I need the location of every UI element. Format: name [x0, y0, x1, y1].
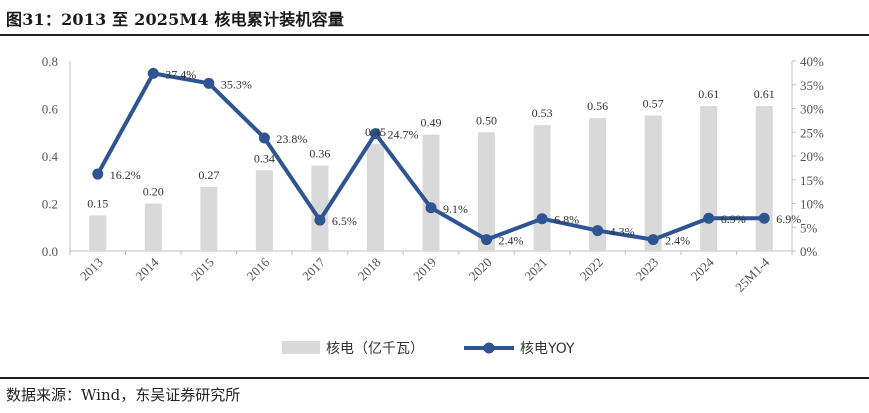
bar	[200, 186, 218, 251]
bar-data-label: 0.61	[754, 87, 775, 101]
bar-data-label: 0.36	[309, 147, 330, 161]
line-point	[481, 234, 493, 246]
line-data-label: 16.2%	[110, 168, 141, 182]
line-data-label: 6.9%	[776, 212, 801, 226]
bar-data-label: 0.53	[532, 106, 553, 120]
line-data-label: 23.8%	[276, 132, 307, 146]
line-data-label: 24.7%	[387, 128, 418, 142]
bar-data-label: 0.34	[254, 151, 275, 165]
line-data-label: 2.4%	[665, 234, 690, 248]
bar	[589, 118, 607, 251]
line-point	[203, 77, 215, 89]
x-tick-label: 2024	[688, 254, 717, 283]
bar-data-label: 0.57	[643, 97, 664, 111]
legend: 核电（亿千瓦） 核电YOY	[282, 341, 575, 357]
bar	[478, 132, 496, 251]
line-point	[592, 225, 604, 237]
line-data-label: 2.4%	[499, 234, 524, 248]
right-tick-label: 35%	[800, 78, 824, 93]
right-tick-label: 5%	[800, 220, 818, 235]
bar	[422, 134, 440, 251]
bar	[89, 215, 107, 251]
line-point	[258, 132, 270, 144]
right-tick-label: 15%	[800, 173, 824, 188]
x-tick-label: 2020	[466, 255, 495, 284]
top-rule	[0, 34, 869, 36]
legend-bar-label: 核电（亿千瓦）	[326, 341, 424, 357]
legend-line-marker	[483, 342, 495, 354]
line-series	[92, 67, 770, 246]
line-point	[369, 128, 381, 140]
bar	[366, 144, 384, 251]
right-tick-label: 30%	[800, 102, 824, 117]
source-note: 数据来源：Wind，东吴证券研究所	[6, 386, 241, 404]
x-tick-label: 2015	[188, 255, 217, 284]
bar	[644, 115, 662, 251]
bar	[144, 203, 162, 251]
data-labels: 0.15 0.20 0.27 0.34 0.36 0.45 0.49 0.50 0.53 0.56…	[87, 67, 801, 247]
line-data-label: 6.9%	[721, 212, 746, 226]
x-tick-label: 2016	[244, 254, 273, 283]
figure-title: 图31：2013 至 2025M4 核电累计装机容量	[6, 10, 345, 29]
line-point	[536, 213, 548, 225]
right-tick-label: 0%	[800, 244, 818, 259]
right-tick-label: 40%	[800, 54, 824, 69]
right-tick-label: 10%	[800, 197, 824, 212]
right-tick-label: 25%	[800, 125, 824, 140]
line-data-label: 37.4%	[165, 67, 196, 81]
line-point	[92, 168, 104, 180]
left-tick-label: 0.0	[42, 244, 58, 259]
line-data-label: 6.5%	[332, 214, 357, 228]
line-point	[425, 202, 437, 214]
bar-data-label: 0.27	[198, 168, 219, 182]
x-tick-label: 2013	[77, 255, 106, 284]
bar	[755, 106, 773, 251]
right-tick-label: 20%	[800, 149, 824, 164]
line-data-label: 35.3%	[221, 77, 252, 91]
bar-data-label: 0.56	[587, 99, 608, 113]
bar-data-label: 0.45	[365, 125, 386, 139]
bar-data-label: 0.20	[143, 185, 164, 199]
left-tick-label: 0.4	[42, 149, 59, 164]
bar	[700, 106, 718, 251]
line-data-label: 6.8%	[554, 213, 579, 227]
legend-line-label: 核电YOY	[520, 341, 575, 357]
x-tick-label: 2019	[410, 255, 439, 284]
chart: 0.0 0.2 0.4 0.6 0.8 0% 5% 10% 15% 20% 25% 30% 35% 40%…	[42, 54, 824, 357]
line-point	[758, 212, 770, 224]
bar-data-label: 0.50	[476, 113, 497, 127]
line-point	[147, 67, 159, 79]
line-data-label: 4.3%	[610, 225, 635, 239]
bar-data-label: 0.15	[87, 196, 108, 210]
left-tick-label: 0.2	[42, 197, 58, 212]
x-tick-label: 2014	[132, 254, 161, 283]
line-point	[703, 212, 715, 224]
bar	[533, 125, 551, 251]
x-tick-label: 2023	[632, 255, 661, 284]
x-tick-label: 2021	[521, 255, 550, 284]
x-tick-label: 2022	[577, 255, 606, 284]
left-tick-label: 0.8	[42, 54, 58, 69]
left-tick-label: 0.6	[42, 102, 59, 117]
bar	[311, 165, 329, 251]
legend-bar-swatch	[282, 341, 320, 354]
line-data-label: 9.1%	[443, 202, 468, 216]
bar-data-label: 0.61	[698, 87, 719, 101]
x-tick-label: 2018	[355, 255, 384, 284]
x-tick-label: 25M1-4	[732, 254, 773, 295]
line-point	[647, 234, 659, 246]
bar	[255, 170, 273, 251]
bottom-rule	[0, 377, 869, 379]
x-tick-label: 2017	[299, 254, 328, 283]
line-point	[314, 214, 326, 226]
bar-data-label: 0.49	[421, 116, 442, 130]
